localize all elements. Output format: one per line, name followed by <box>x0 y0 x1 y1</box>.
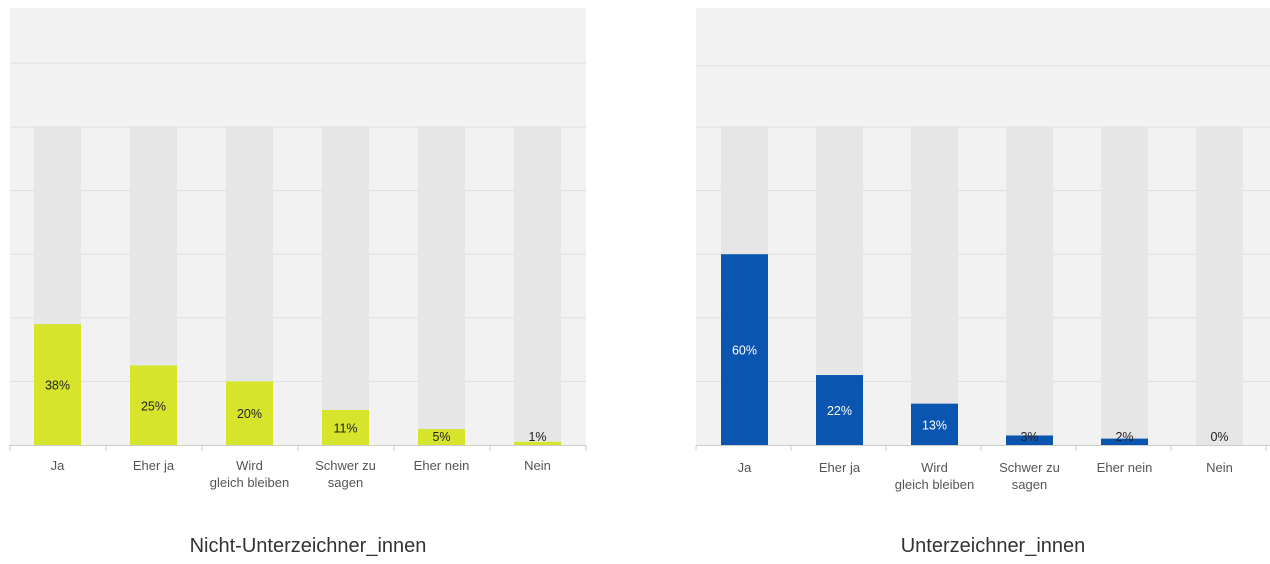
bar-schwer-zu-sagen <box>322 410 369 445</box>
bar-eher-nein <box>1101 438 1148 445</box>
x-tick-label: Ja <box>738 460 753 475</box>
bar-eher-ja <box>816 375 863 445</box>
chart-title: Unterzeichner_innen <box>901 535 1086 557</box>
data-label-eher-ja: 25% <box>141 399 166 413</box>
data-label-nein: 0% <box>1210 430 1228 444</box>
bar-wird-gleich-bleiben <box>226 381 273 445</box>
bar-ja <box>34 324 81 445</box>
data-label-eher-nein: 2% <box>1115 430 1133 444</box>
x-tick-label: Schwer zu <box>999 460 1060 475</box>
bar-background-schwer-zu-sagen <box>322 127 369 445</box>
bar-background-schwer-zu-sagen <box>1006 127 1053 445</box>
bar-ja <box>721 254 768 445</box>
plot-background <box>696 8 1270 445</box>
x-tick-label: gleich bleiben <box>210 475 290 490</box>
x-tick-label: sagen <box>328 475 363 490</box>
x-tick-label: Schwer zu <box>315 458 376 473</box>
x-tick-label: Wird <box>921 460 948 475</box>
bar-nein <box>514 441 561 445</box>
data-label-eher-ja: 22% <box>827 404 852 418</box>
plot-background <box>10 8 586 445</box>
x-tick-label: Wird <box>236 458 263 473</box>
bar-background-eher-nein <box>418 127 465 445</box>
data-label-wird-gleich-bleiben: 13% <box>922 418 947 432</box>
chart-panel-nicht-unterzeichner: 38% 25% 20% 11% 5% 1% Ja Eher ja Wird gleich blei… <box>9 8 587 557</box>
data-label-ja: 38% <box>45 379 70 393</box>
x-tick-label: Nein <box>524 458 551 473</box>
bar-eher-nein <box>418 429 465 445</box>
x-tick-label: Eher nein <box>1097 460 1153 475</box>
bar-background-nein <box>1196 127 1243 445</box>
x-tick-label: gleich bleiben <box>895 477 975 492</box>
x-tick-label: Eher ja <box>819 460 861 475</box>
chart-title: Nicht-Unterzeichner_innen <box>190 535 427 557</box>
x-tick-label: Eher ja <box>133 458 175 473</box>
data-label-eher-nein: 5% <box>432 430 450 444</box>
x-tick-label: Ja <box>51 458 66 473</box>
x-tick-label: sagen <box>1012 477 1047 492</box>
data-label-nein: 1% <box>528 430 546 444</box>
bar-schwer-zu-sagen <box>1006 435 1053 445</box>
bar-background-eher-nein <box>1101 127 1148 445</box>
x-tick-label: Eher nein <box>414 458 470 473</box>
bar-background-nein <box>514 127 561 445</box>
data-label-schwer-zu-sagen: 3% <box>1020 430 1038 444</box>
x-tick-label: Nein <box>1206 460 1233 475</box>
chart-panel-unterzeichner: 60% 22% 13% 3% 2% 0% Ja Eher ja Wird gleich bleib… <box>695 8 1270 557</box>
bar-background-wird-gleich-bleiben <box>911 127 958 445</box>
data-label-schwer-zu-sagen: 11% <box>333 422 357 436</box>
bar-wird-gleich-bleiben <box>911 403 958 445</box>
bar-eher-ja <box>130 365 177 445</box>
data-label-wird-gleich-bleiben: 20% <box>237 407 262 421</box>
data-label-ja: 60% <box>732 344 757 358</box>
